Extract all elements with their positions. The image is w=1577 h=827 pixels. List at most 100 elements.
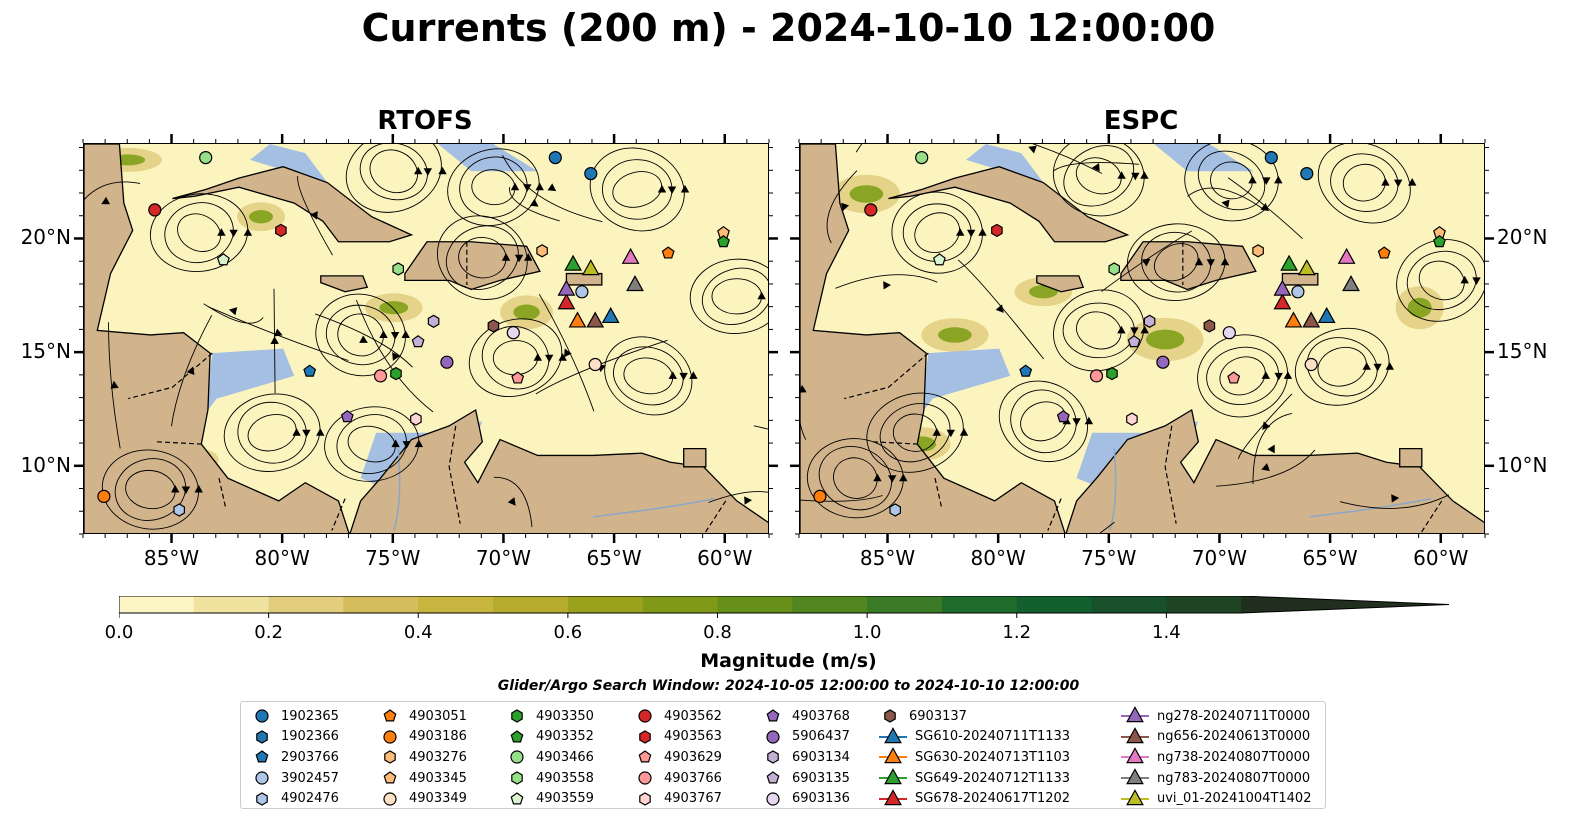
legend-item: 4903558 [506, 768, 594, 789]
streamline [1252, 412, 1293, 485]
streamline [355, 299, 434, 413]
legend-item: SG678-20240617T1202 [879, 788, 1070, 809]
legend-marker-icon [510, 750, 524, 765]
obs-marker-SG610-20240711T1133 [1317, 306, 1336, 324]
legend-marker-icon [255, 750, 269, 763]
streamline [1032, 144, 1103, 174]
legend-marker-icon [256, 730, 268, 744]
obs-marker-4903349 [1304, 357, 1318, 372]
streamline [826, 170, 858, 244]
lon-tick-label: 85°W [143, 546, 200, 570]
legend-label: 6903135 [792, 770, 850, 786]
obs-marker-ng738-20240807T0000 [1337, 247, 1356, 264]
obs-marker-4903767 [1126, 412, 1138, 426]
colorbar [119, 596, 1450, 618]
shelf-water [965, 144, 1044, 183]
speed-core [1145, 329, 1185, 350]
lon-tick-label: 70°W [475, 546, 532, 570]
colorbar-segment [717, 596, 793, 613]
legend-item: 3902457 [251, 768, 339, 789]
country-border [934, 478, 943, 508]
land [800, 144, 1066, 533]
obs-marker-1902365 [584, 167, 598, 181]
map-panel-espc[interactable] [799, 143, 1485, 534]
legend-marker-icon [767, 750, 779, 765]
lon-tick-label: 75°W [365, 546, 421, 570]
obs-marker-uvi_01-20241004T1402 [581, 259, 600, 276]
obs-marker-2903766 [1019, 364, 1033, 377]
obs-marker-4903352 [717, 235, 730, 248]
legend-item: 1902365 [251, 706, 339, 727]
legend-label: 4903559 [536, 791, 594, 807]
streamline-arrow [270, 336, 279, 344]
legend-marker-icon [884, 709, 896, 723]
legend-marker-icon [639, 791, 651, 806]
legend-label: 4903466 [536, 749, 594, 765]
current-eddy [806, 438, 908, 519]
current-eddy [468, 318, 567, 398]
obs-marker-4903766 [1089, 369, 1104, 383]
legend-marker-icon [638, 750, 652, 763]
lon-tick-label: 65°W [1302, 546, 1358, 570]
legend-marker-icon [879, 768, 907, 785]
lon-tick-label: 70°W [1191, 546, 1248, 570]
streamline [509, 187, 560, 222]
colorbar-segment [193, 596, 270, 613]
obs-marker-4903562 [864, 203, 878, 217]
legend-item: 4903350 [506, 706, 594, 727]
country-border [331, 498, 346, 531]
legend-label: SG630-20240713T1103 [915, 749, 1071, 765]
streamline-arrow [1141, 258, 1151, 267]
legend-marker-icon [1121, 706, 1149, 723]
streamline [800, 495, 883, 502]
obs-marker-ng656-20240613T0000 [1302, 311, 1321, 328]
streamline-arrow [1391, 494, 1400, 503]
streamline [297, 176, 333, 256]
streamline [535, 339, 668, 395]
map-panel-rtofs[interactable] [83, 143, 769, 534]
legend-label: 4903562 [664, 708, 722, 724]
lat-tick-label: 15°N [1497, 339, 1548, 364]
legend-item: ng656-20240613T0000 [1121, 727, 1311, 748]
colorbar-segment [792, 596, 868, 613]
colorbar-tick-label: 0.8 [703, 622, 732, 643]
legend-label: ng278-20240711T0000 [1157, 708, 1311, 724]
obs-marker-4903559 [216, 253, 230, 266]
legend-label: SG678-20240617T1202 [915, 791, 1071, 807]
streamline [273, 288, 276, 394]
lat-tick-label: 10°N [20, 452, 71, 477]
streamline-arrow [1028, 145, 1037, 154]
figure-title: Currents (200 m) - 2024-10-10 12:00:00 [361, 6, 1216, 50]
current-eddy [223, 393, 325, 472]
colorbar-segment [493, 596, 569, 613]
obs-marker-ng278-20240711T0000 [1273, 279, 1292, 296]
colorbar-tick-label: 0.0 [104, 622, 134, 643]
legend-label: 4903558 [536, 770, 594, 786]
legend-item: 4903767 [634, 788, 722, 809]
current-eddy [689, 258, 768, 334]
streamline-arrow [228, 307, 238, 316]
legend-marker-icon [383, 730, 397, 744]
streamline-arrow [1221, 199, 1230, 208]
legend-label: ng783-20240807T0000 [1157, 770, 1311, 786]
legend-marker-icon [255, 709, 269, 723]
legend-label: 4903352 [536, 729, 594, 745]
streamline-arrow [800, 384, 807, 393]
obs-marker-4903629 [511, 371, 525, 384]
current-eddy [1396, 239, 1484, 322]
obs-marker-SG678-20240617T1202 [557, 293, 576, 310]
country-border [844, 352, 929, 400]
legend-marker-icon [384, 750, 396, 765]
obs-marker-4903767 [410, 412, 422, 426]
legend-column: 1902365 1902366 2903766 3902457 4902476 [251, 706, 339, 809]
legend-item: 4903559 [506, 788, 594, 809]
obs-marker-ng783-20240807T0000 [626, 275, 644, 292]
legend-item: 4903629 [634, 747, 722, 768]
speed-core [849, 185, 884, 203]
obs-marker-3902457 [1291, 285, 1305, 299]
legend-item: ng783-20240807T0000 [1121, 768, 1311, 789]
streamline [170, 314, 213, 427]
river [592, 497, 715, 518]
legend-marker-icon [383, 792, 397, 806]
obs-marker-4903558 [392, 262, 405, 276]
